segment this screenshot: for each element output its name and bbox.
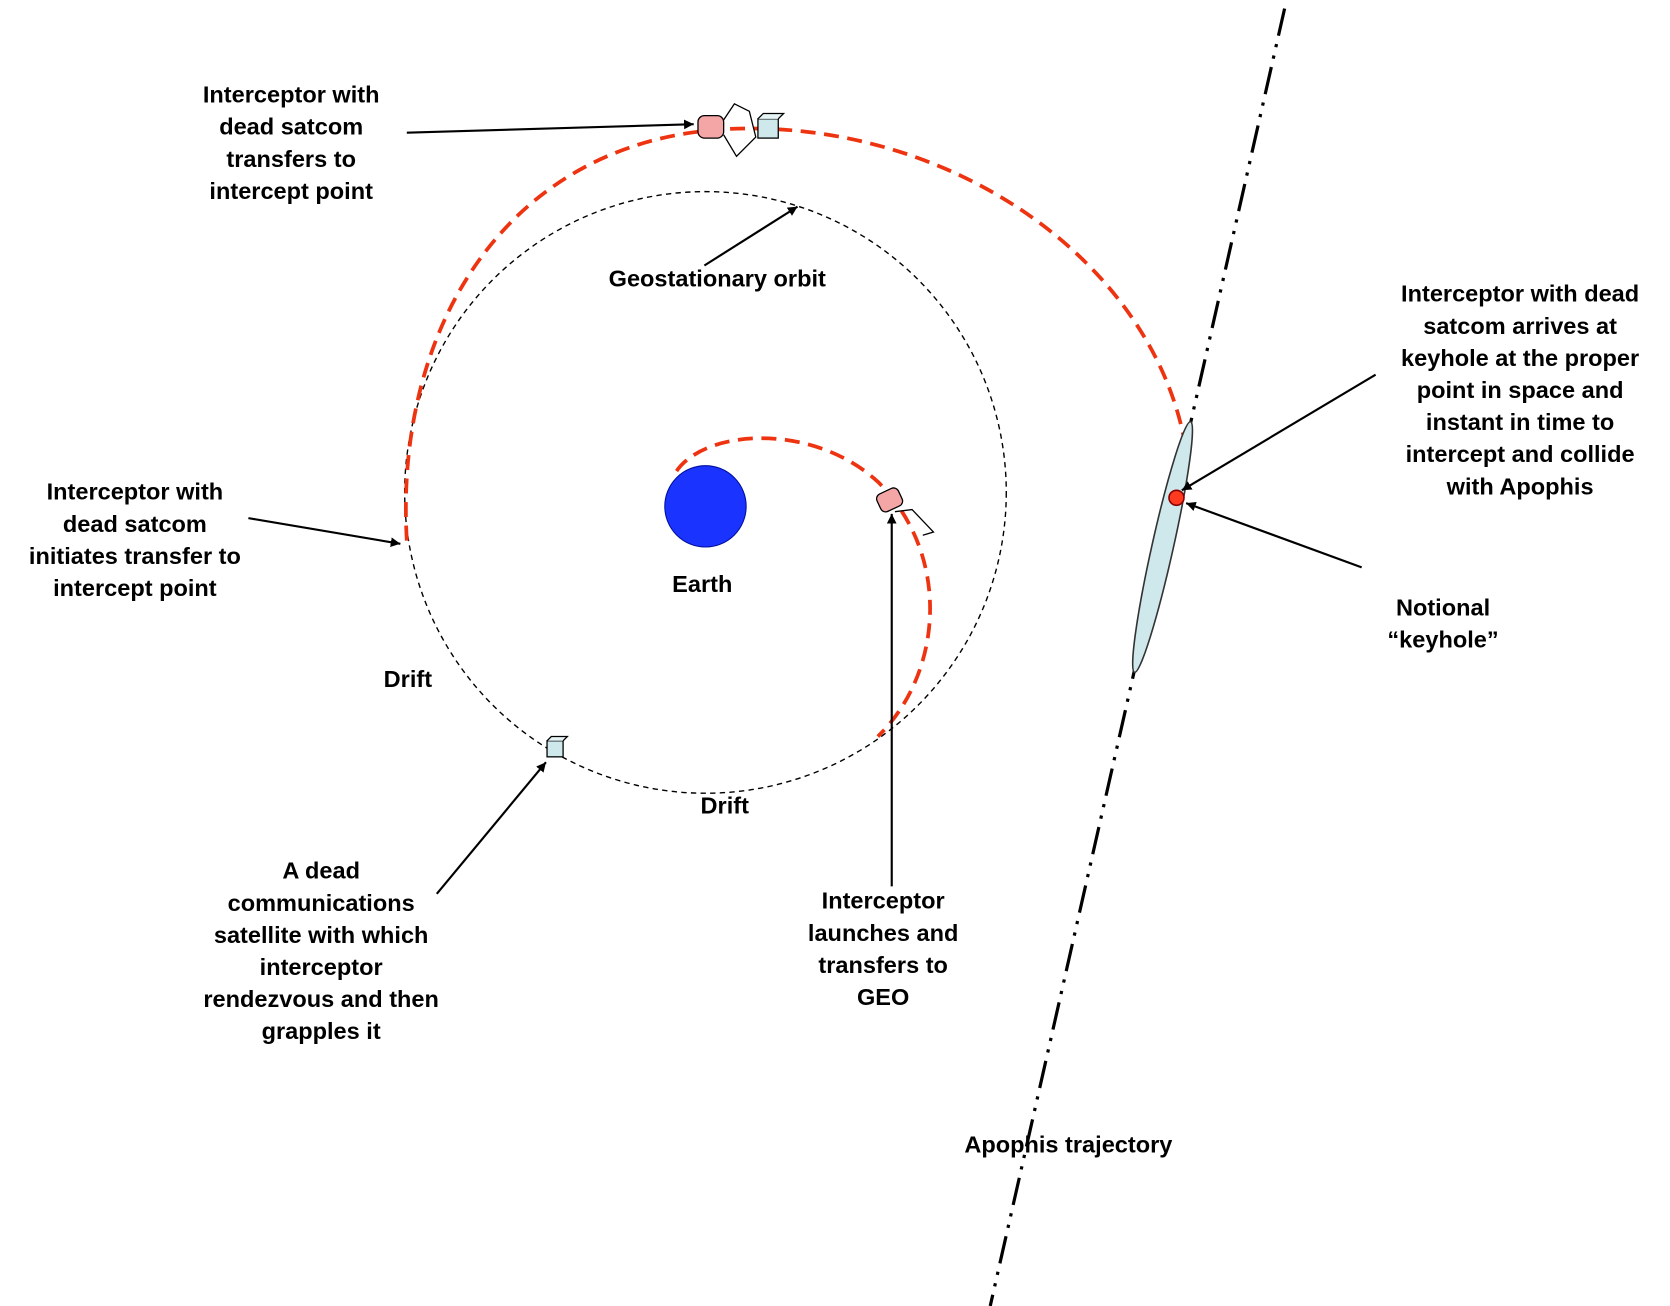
- interceptor-with-satcom: [697, 103, 786, 158]
- earth: [664, 465, 747, 548]
- keyhole: [1131, 420, 1194, 674]
- label: with Apophis: [1446, 473, 1594, 499]
- label: rendezvous and then: [203, 986, 439, 1012]
- label: GEO: [857, 984, 909, 1010]
- label: Earth: [672, 571, 732, 597]
- arrows: [248, 119, 1377, 895]
- label: Interceptor: [822, 888, 945, 914]
- label: Interceptor with: [47, 479, 224, 505]
- label: launches and: [808, 920, 958, 946]
- label: point in space and: [1417, 377, 1624, 403]
- label: transfers to: [226, 146, 356, 172]
- label: Drift: [701, 792, 750, 818]
- label: grapples it: [262, 1018, 381, 1044]
- launch-transfer: [675, 436, 932, 738]
- label: Apophis trajectory: [964, 1132, 1172, 1158]
- arrow: [406, 119, 694, 134]
- label: dead satcom: [63, 511, 207, 537]
- label: communications: [228, 890, 415, 916]
- label: dead satcom: [219, 114, 363, 140]
- label: Drift: [384, 666, 433, 692]
- arrow: [435, 761, 547, 895]
- label: intercept and collide: [1406, 441, 1635, 467]
- arrow: [248, 517, 401, 547]
- label: instant in time to: [1426, 409, 1614, 435]
- label: initiates transfer to: [29, 543, 241, 569]
- label: interceptor: [260, 954, 383, 980]
- intercept-point: [1168, 489, 1185, 507]
- label: intercept point: [53, 575, 217, 601]
- transfer-orbit: [404, 126, 1188, 541]
- label: intercept point: [209, 178, 373, 204]
- label: satcom arrives at: [1423, 313, 1617, 339]
- label: “keyhole”: [1387, 626, 1498, 652]
- label: transfers to: [818, 952, 948, 978]
- interceptor: [875, 487, 935, 536]
- label: keyhole at the proper: [1401, 345, 1639, 371]
- arrow: [1181, 373, 1377, 492]
- dead-satellite: [546, 735, 569, 758]
- label: A dead: [282, 858, 360, 884]
- label: satellite with which: [214, 922, 429, 948]
- label: Interceptor with: [203, 82, 380, 108]
- label: Interceptor with dead: [1401, 281, 1639, 307]
- label: Geostationary orbit: [609, 266, 826, 292]
- arrow: [1185, 501, 1363, 569]
- label: Notional: [1396, 594, 1490, 620]
- arrow: [703, 205, 799, 267]
